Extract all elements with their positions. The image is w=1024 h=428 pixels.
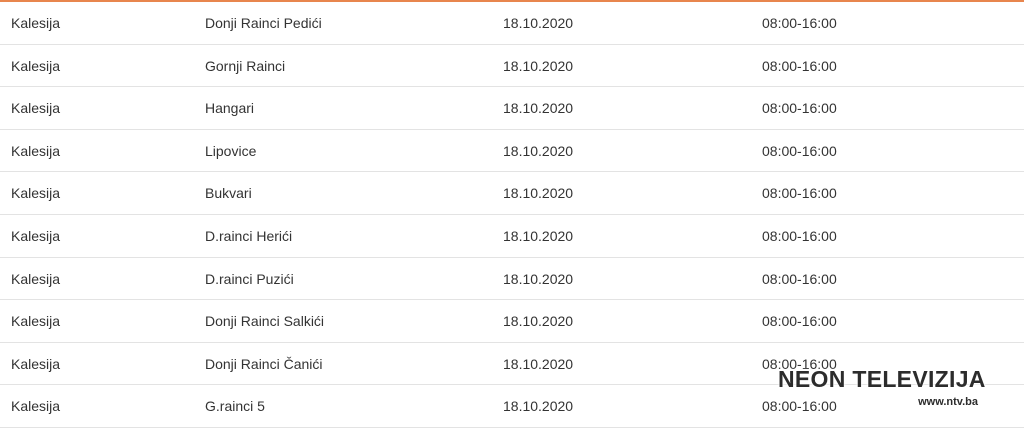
watermark-title: NEON TELEVIZIJA: [778, 366, 986, 392]
table-row: Kalesija Donji Rainci Salkići 18.10.2020 08…: [0, 300, 1024, 343]
table-cell: Lipovice: [205, 142, 257, 159]
table-cell: D.rainci Puzići: [205, 270, 294, 287]
table-cell: 18.10.2020: [503, 57, 574, 74]
table-cell: 08:00-16:00: [762, 398, 837, 415]
table-cell: Kalesija: [11, 100, 61, 117]
watermark-url: www.ntv.ba: [918, 396, 978, 408]
table-cell: D.rainci Herići: [205, 227, 293, 244]
table-cell: 18.10.2020: [503, 142, 574, 159]
table-cell: Kalesija: [11, 15, 61, 31]
table-row: Kalesija Donji Rainci Čanići 18.10.2020 08:…: [0, 343, 1024, 386]
table-cell: Gornji Rainci: [205, 57, 286, 74]
table-cell: 08:00-16:00: [762, 313, 837, 330]
table-cell: 08:00-16:00: [762, 100, 837, 117]
table-cell: Kalesija: [11, 57, 61, 74]
table-row: Kalesija G.rainci 5 18.10.2020 08:00-16:00: [0, 385, 1024, 428]
table-cell: 08:00-16:00: [762, 185, 837, 202]
table-cell: Bukvari: [205, 185, 252, 202]
table-cell: 08:00-16:00: [762, 270, 837, 287]
table-cell: 08:00-16:00: [762, 57, 837, 74]
table-cell: 18.10.2020: [503, 100, 574, 117]
table-cell: Kalesija: [11, 142, 61, 159]
table-cell: Kalesija: [11, 270, 61, 287]
table-cell: 18.10.2020: [503, 227, 574, 244]
table-cell: 08:00-16:00: [762, 355, 837, 372]
table-cell: 18.10.2020: [503, 185, 574, 202]
table-row: Kalesija D.rainci Herići 18.10.2020 08:00-1…: [0, 215, 1024, 258]
table-cell: 18.10.2020: [503, 15, 574, 31]
table-cell: Donji Rainci Salkići: [205, 313, 325, 330]
table-row: Kalesija Bukvari 18.10.2020 08:00-16:00: [0, 172, 1024, 215]
table-row: Kalesija D.rainci Puzići 18.10.2020 08:00-1…: [0, 258, 1024, 301]
table-row: Kalesija Hangari 18.10.2020 08:00-16:00: [0, 87, 1024, 130]
table-cell: 18.10.2020: [503, 313, 574, 330]
table-cell: 18.10.2020: [503, 270, 574, 287]
table-cell: 08:00-16:00: [762, 15, 837, 31]
table-cell: Kalesija: [11, 398, 61, 415]
table-row: Kalesija Donji Rainci Pedići 18.10.2020 08:…: [0, 2, 1024, 45]
table-cell: Kalesija: [11, 313, 61, 330]
table-cell: 18.10.2020: [503, 355, 574, 372]
table-cell: Kalesija: [11, 185, 61, 202]
table-row: Kalesija Gornji Rainci 18.10.2020 08:00-16:…: [0, 45, 1024, 88]
table-cell: Donji Rainci Pedići: [205, 15, 322, 31]
table-cell: 08:00-16:00: [762, 227, 837, 244]
table-cell: 18.10.2020: [503, 398, 574, 415]
table-cell: 08:00-16:00: [762, 142, 837, 159]
table-cell: Donji Rainci Čanići: [205, 355, 323, 372]
table-cell: G.rainci 5: [205, 398, 265, 415]
table-cell: Hangari: [205, 100, 255, 117]
table-cell: Kalesija: [11, 355, 61, 372]
table-cell: Kalesija: [11, 227, 61, 244]
table-row: Kalesija Lipovice 18.10.2020 08:00-16:00: [0, 130, 1024, 173]
